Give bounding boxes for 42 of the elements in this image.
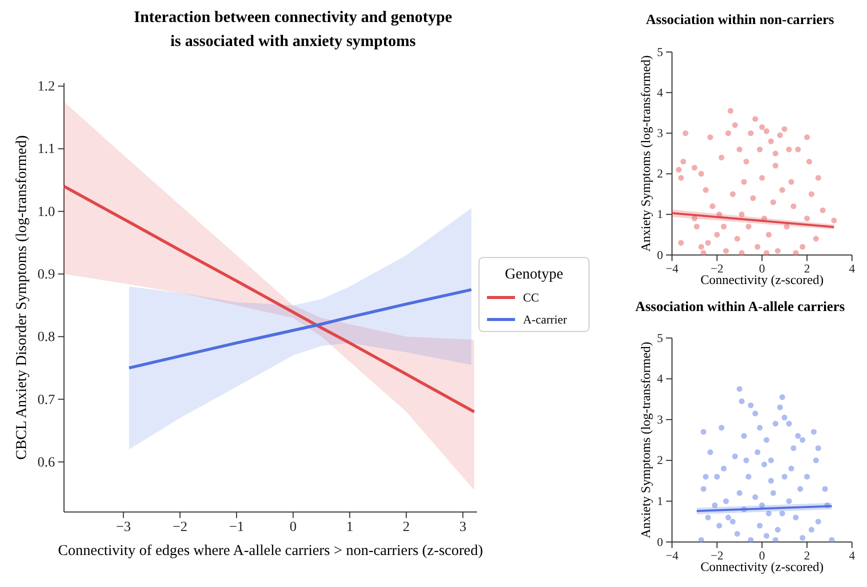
x-tick-label: 4 xyxy=(849,262,855,276)
x-tick-label: −2 xyxy=(172,520,188,535)
y-tick-label: 3 xyxy=(657,412,663,426)
y-tick-label: 2 xyxy=(657,453,663,468)
legend-title: Genotype xyxy=(504,266,564,282)
y-axis-title: CBCL Anxiety Disorder Symptoms (log-transformed) xyxy=(14,135,30,460)
x-tick-label: 3 xyxy=(459,520,466,535)
x-axis-title: Connectivity of edges where A-allele carriers > non-carriers (z-scored) xyxy=(58,543,483,559)
y-tick-label: 0 xyxy=(657,534,663,549)
y-tick-label: 4 xyxy=(657,372,663,386)
x-tick-label: −1 xyxy=(229,520,244,535)
y-tick-label: 0 xyxy=(657,248,663,262)
x-tick-label: −4 xyxy=(666,548,678,563)
y-tick-label: 1 xyxy=(657,494,663,508)
y-tick-label: 0.8 xyxy=(38,330,55,346)
legend-label: CC xyxy=(523,290,540,304)
x-tick-label: 2 xyxy=(402,520,410,535)
y-tick-label: 1.1 xyxy=(38,142,55,158)
y-tick-label: 5 xyxy=(657,330,663,345)
chart-title: Association within A-allele carriers xyxy=(635,300,846,315)
x-tick-label: 0 xyxy=(290,520,297,535)
y-tick-label: 1.0 xyxy=(38,204,55,220)
y-tick-label: 0.9 xyxy=(38,267,55,282)
x-tick-label: 1 xyxy=(346,520,354,535)
chart-title: Association within non-carriers xyxy=(646,13,835,28)
y-tick-label: 5 xyxy=(657,44,663,59)
y-tick-label: 1 xyxy=(657,207,663,222)
line-series xyxy=(62,184,476,414)
line-series xyxy=(128,288,473,370)
y-tick-label: 4 xyxy=(657,85,663,100)
chart-title: Interaction between connectivity and genotype is associated with anxiety symptoms xyxy=(134,9,452,50)
y-tick-label: 1.2 xyxy=(38,80,55,95)
x-tick-label: −3 xyxy=(116,520,131,535)
y-axis-title: Anxiety Symptoms (log-transformed) xyxy=(638,55,653,252)
x-tick-label: −4 xyxy=(666,262,678,276)
y-axis-title: Anxiety Symptoms (log-transformed) xyxy=(638,342,653,538)
y-tick-label: 2 xyxy=(657,166,663,181)
y-tick-label: 3 xyxy=(657,126,663,140)
x-tick-label: 4 xyxy=(849,548,855,563)
y-tick-label: 0.7 xyxy=(38,392,55,408)
y-tick-label: 0.6 xyxy=(38,455,55,470)
legend-label: A-carrier xyxy=(523,312,567,326)
